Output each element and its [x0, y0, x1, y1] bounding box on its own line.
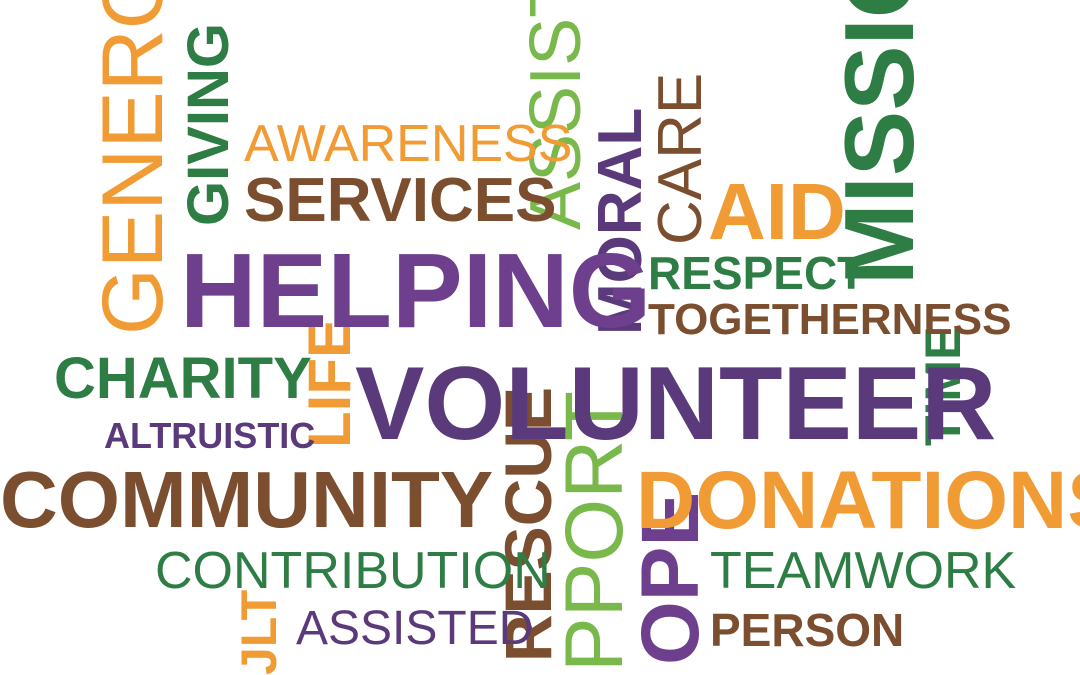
- word-helping: HELPING: [180, 232, 652, 350]
- word-volunteer: VOLUNTEER: [355, 346, 997, 462]
- word-donations: DONATIONS: [636, 455, 1080, 546]
- word-services: SERVICES: [244, 166, 557, 235]
- word-teamwork: TEAMWORK: [710, 542, 1017, 600]
- word-altruistic: ALTRUISTIC: [104, 415, 316, 456]
- word-adult: JLT: [231, 589, 287, 675]
- word-togetherness: TOGETHERNESS: [648, 295, 1012, 344]
- word-care: CARE: [646, 72, 715, 245]
- word-aid: AID: [708, 167, 846, 256]
- word-awareness: AWARENESS: [244, 115, 573, 173]
- word-contribution: CONTRIBUTION: [155, 542, 551, 600]
- word-giving: GIVING: [176, 22, 241, 226]
- word-generous: GENEROU: [85, 0, 181, 335]
- word-person: PERSON: [710, 604, 905, 656]
- word-assisted: ASSISTED: [296, 602, 534, 655]
- word-community: COMMUNITY: [0, 455, 494, 544]
- word-respect: RESPECT: [648, 247, 866, 299]
- word-charity: CHARITY: [54, 346, 312, 411]
